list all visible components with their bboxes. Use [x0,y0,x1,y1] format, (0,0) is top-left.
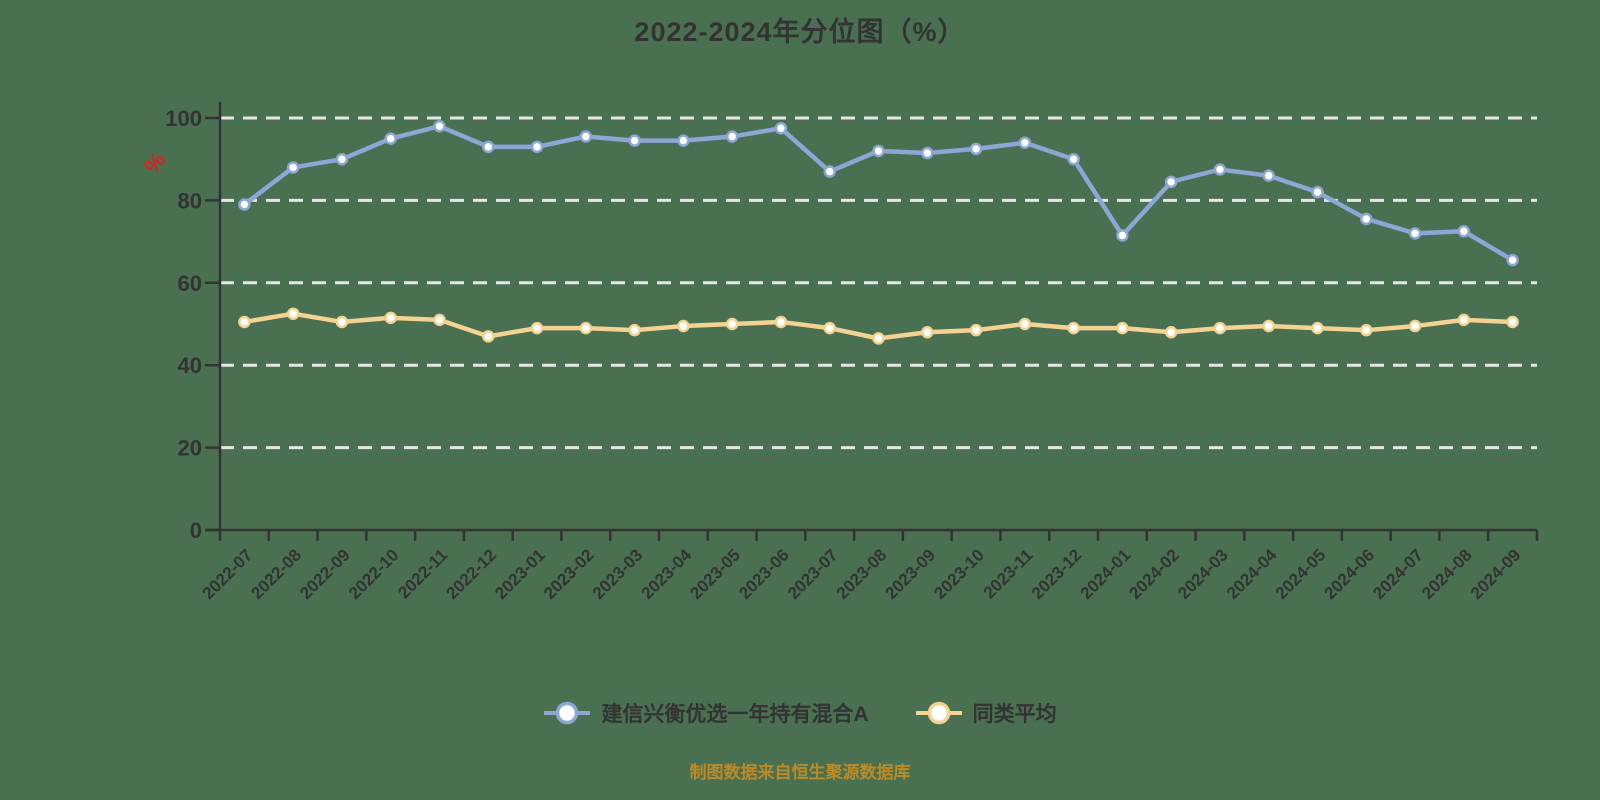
svg-text:2024-04: 2024-04 [1223,545,1281,603]
svg-text:2022-09: 2022-09 [296,545,354,603]
svg-text:20: 20 [178,436,202,461]
svg-text:2023-01: 2023-01 [491,545,549,603]
svg-text:2024-05: 2024-05 [1272,545,1330,603]
svg-text:2024-03: 2024-03 [1174,545,1232,603]
svg-text:2022-10: 2022-10 [345,545,403,603]
svg-text:2023-06: 2023-06 [735,545,793,603]
gridlines [220,116,1537,450]
average-legend-marker-icon [915,701,962,725]
average-legend-label: 同类平均 [972,703,1057,726]
axes [205,102,1539,541]
svg-text:2023-11: 2023-11 [980,545,1037,602]
svg-text:2024-09: 2024-09 [1467,545,1525,603]
series-line-fund [238,119,1519,267]
y-axis-unit-label: % [139,147,171,178]
percentile-line-chart: 020406080100%2022-072022-082022-092022-1… [139,102,1539,603]
y-axis-labels: 0 20 40 60 80 100 [165,106,202,543]
svg-text:2022-12: 2022-12 [443,545,501,603]
svg-text:2023-09: 2023-09 [882,545,940,603]
svg-text:2023-03: 2023-03 [589,545,647,603]
svg-text:2024-08: 2024-08 [1418,545,1476,603]
series-line-average [238,307,1519,345]
svg-text:2022-11: 2022-11 [394,545,451,602]
svg-text:0: 0 [190,518,202,543]
svg-text:2023-07: 2023-07 [784,545,842,603]
svg-text:2023-02: 2023-02 [540,545,598,603]
svg-text:80: 80 [178,188,202,213]
chart-title: 2022-2024年分位图（%） [634,17,966,47]
svg-text:2023-10: 2023-10 [930,545,988,603]
x-axis-labels: 2022-072022-082022-092022-102022-112022-… [199,545,1525,603]
svg-text:60: 60 [178,271,202,296]
legend-item-fund[interactable]: 建信兴衡优选一年持有混合A [543,698,869,728]
fund-legend-marker-icon [544,701,591,725]
svg-text:2023-04: 2023-04 [638,545,696,603]
svg-text:2022-08: 2022-08 [247,545,305,603]
svg-text:2023-12: 2023-12 [1028,545,1086,603]
svg-text:2022-07: 2022-07 [199,545,257,603]
chart-legend: 建信兴衡优选一年持有混合A 同类平均 [0,698,1600,728]
data-source-caption: 制图数据来自恒生聚源数据库 [689,763,911,782]
legend-item-average[interactable]: 同类平均 [915,698,1057,728]
svg-text:2024-01: 2024-01 [1077,545,1135,603]
svg-text:2024-06: 2024-06 [1321,545,1379,603]
svg-text:2023-08: 2023-08 [833,545,891,603]
svg-text:40: 40 [178,353,202,378]
svg-text:2024-02: 2024-02 [1125,545,1183,603]
fund-legend-label: 建信兴衡优选一年持有混合A [601,703,869,726]
svg-text:2023-05: 2023-05 [686,545,744,603]
svg-text:100: 100 [165,106,202,131]
svg-text:2024-07: 2024-07 [1369,545,1427,603]
